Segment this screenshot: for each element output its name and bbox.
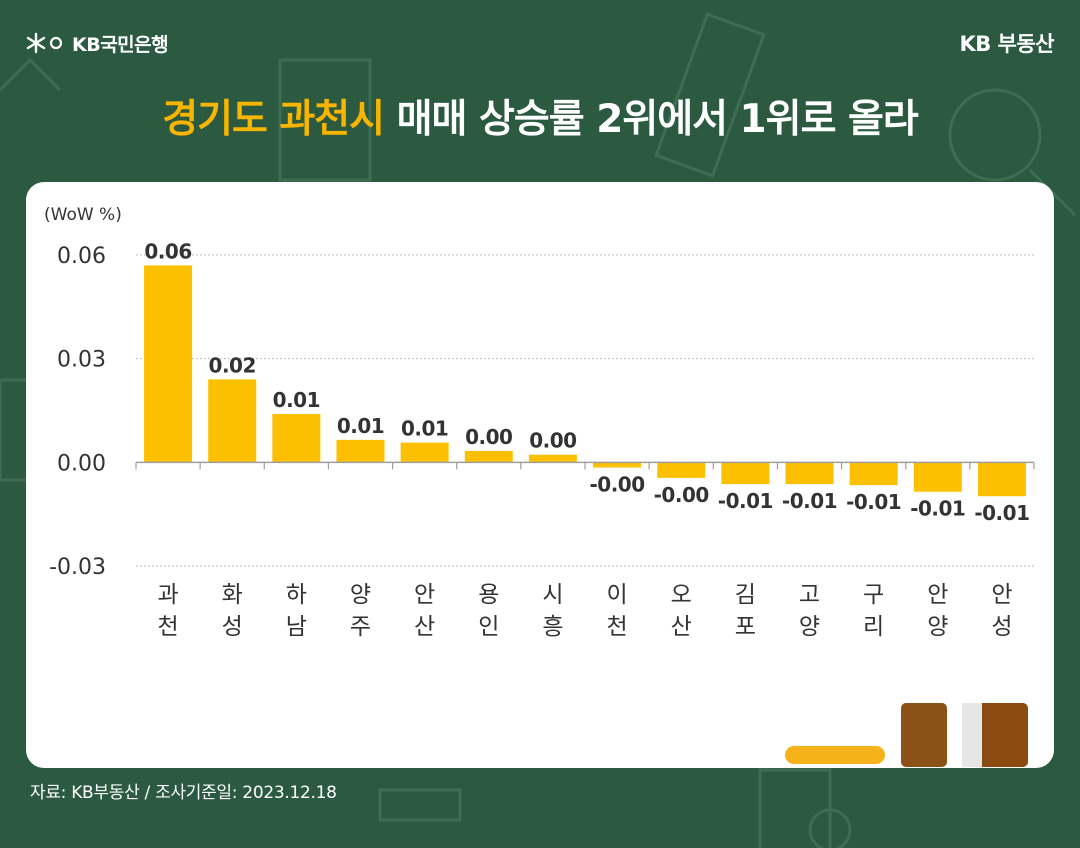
bank-name: KB국민은행 bbox=[72, 33, 169, 56]
data-label: 0.00 bbox=[465, 425, 512, 449]
y-tick-label: 0.03 bbox=[57, 348, 106, 373]
x-category-label: 김 bbox=[735, 582, 756, 608]
book-decoration bbox=[901, 703, 947, 767]
book-decoration bbox=[982, 703, 1028, 767]
kb-star-icon bbox=[26, 32, 63, 54]
data-label: -0.00 bbox=[654, 483, 709, 507]
x-category-label: 화 bbox=[222, 582, 243, 608]
x-category-label: 흥 bbox=[542, 614, 563, 640]
bar bbox=[208, 379, 257, 463]
y-axis-unit-label: (WoW %) bbox=[44, 205, 122, 225]
x-category-label: 안 bbox=[414, 582, 435, 608]
bar bbox=[336, 439, 385, 463]
data-label: -0.01 bbox=[718, 489, 773, 513]
x-category-label: 포 bbox=[735, 614, 756, 640]
x-category-label: 이 bbox=[606, 582, 627, 608]
data-label: 0.02 bbox=[209, 353, 256, 377]
brand-name: KB 부동산 bbox=[959, 32, 1054, 56]
data-label: 0.01 bbox=[337, 414, 384, 438]
x-category-label: 구 bbox=[863, 582, 884, 608]
x-category-label: 시 bbox=[542, 582, 563, 608]
x-category-label: 천 bbox=[157, 614, 178, 640]
x-category-label: 양 bbox=[799, 614, 820, 640]
bar bbox=[272, 413, 321, 463]
bar bbox=[464, 450, 513, 463]
bar bbox=[657, 462, 706, 478]
x-category-label: 하 bbox=[286, 582, 307, 608]
source-note: 자료: KB부동산 / 조사기준일: 2023.12.18 bbox=[30, 783, 337, 803]
x-category-label: 리 bbox=[863, 614, 884, 640]
data-label: 0.01 bbox=[401, 417, 448, 441]
y-tick-label: 0.00 bbox=[57, 451, 106, 476]
bar bbox=[977, 462, 1026, 497]
title-rest: 매매 상승률 2위에서 1위로 올라 bbox=[384, 97, 919, 142]
y-tick-label: -0.03 bbox=[49, 555, 106, 580]
data-label: 0.00 bbox=[529, 429, 576, 453]
bar bbox=[528, 454, 577, 463]
chart-card: (WoW %) 0.06 0.03 0.00 -0.03 0.06 과 천 0.02 화 성 0.01… bbox=[26, 182, 1054, 768]
data-label: -0.01 bbox=[846, 490, 901, 514]
bar bbox=[593, 462, 642, 468]
x-category-label: 산 bbox=[671, 614, 692, 640]
bar bbox=[400, 442, 449, 463]
y-tick-label: 0.06 bbox=[57, 244, 106, 269]
coin-decoration bbox=[785, 746, 885, 764]
x-category-label: 천 bbox=[606, 614, 627, 640]
title-highlight: 경기도 과천시 bbox=[162, 97, 385, 142]
x-category-label: 남 bbox=[286, 614, 307, 640]
bar-chart: (WoW %)0.060.030.00-0.030.06과천0.02화성0.01… bbox=[44, 205, 1035, 640]
data-label: -0.01 bbox=[782, 489, 837, 513]
page-title: 경기도 과천시 매매 상승률 2위에서 1위로 올라 bbox=[0, 88, 1080, 144]
data-label: -0.01 bbox=[910, 497, 965, 521]
x-category-label: 주 bbox=[350, 614, 371, 640]
x-category-label: 오 bbox=[671, 582, 692, 608]
x-category-label: 고 bbox=[799, 582, 820, 608]
x-category-label: 양 bbox=[927, 614, 948, 640]
x-category-label: 양 bbox=[350, 582, 371, 608]
x-category-label: 안 bbox=[991, 582, 1012, 608]
book-decoration bbox=[962, 703, 982, 767]
bar bbox=[144, 265, 193, 463]
x-category-label: 인 bbox=[478, 614, 499, 640]
bar bbox=[785, 462, 834, 485]
data-label: -0.00 bbox=[589, 473, 644, 497]
x-category-label: 용 bbox=[478, 582, 499, 608]
bank-logo: KB국민은행 bbox=[26, 28, 169, 58]
bar bbox=[849, 462, 898, 486]
data-label: 0.06 bbox=[144, 239, 191, 263]
x-category-label: 성 bbox=[991, 614, 1012, 640]
x-category-label: 과 bbox=[157, 582, 178, 608]
data-label: -0.01 bbox=[974, 501, 1029, 525]
bar bbox=[721, 462, 770, 485]
x-category-label: 안 bbox=[927, 582, 948, 608]
x-category-label: 산 bbox=[414, 614, 435, 640]
data-label: 0.01 bbox=[273, 388, 320, 412]
bar bbox=[913, 462, 962, 492]
x-category-label: 성 bbox=[222, 614, 243, 640]
